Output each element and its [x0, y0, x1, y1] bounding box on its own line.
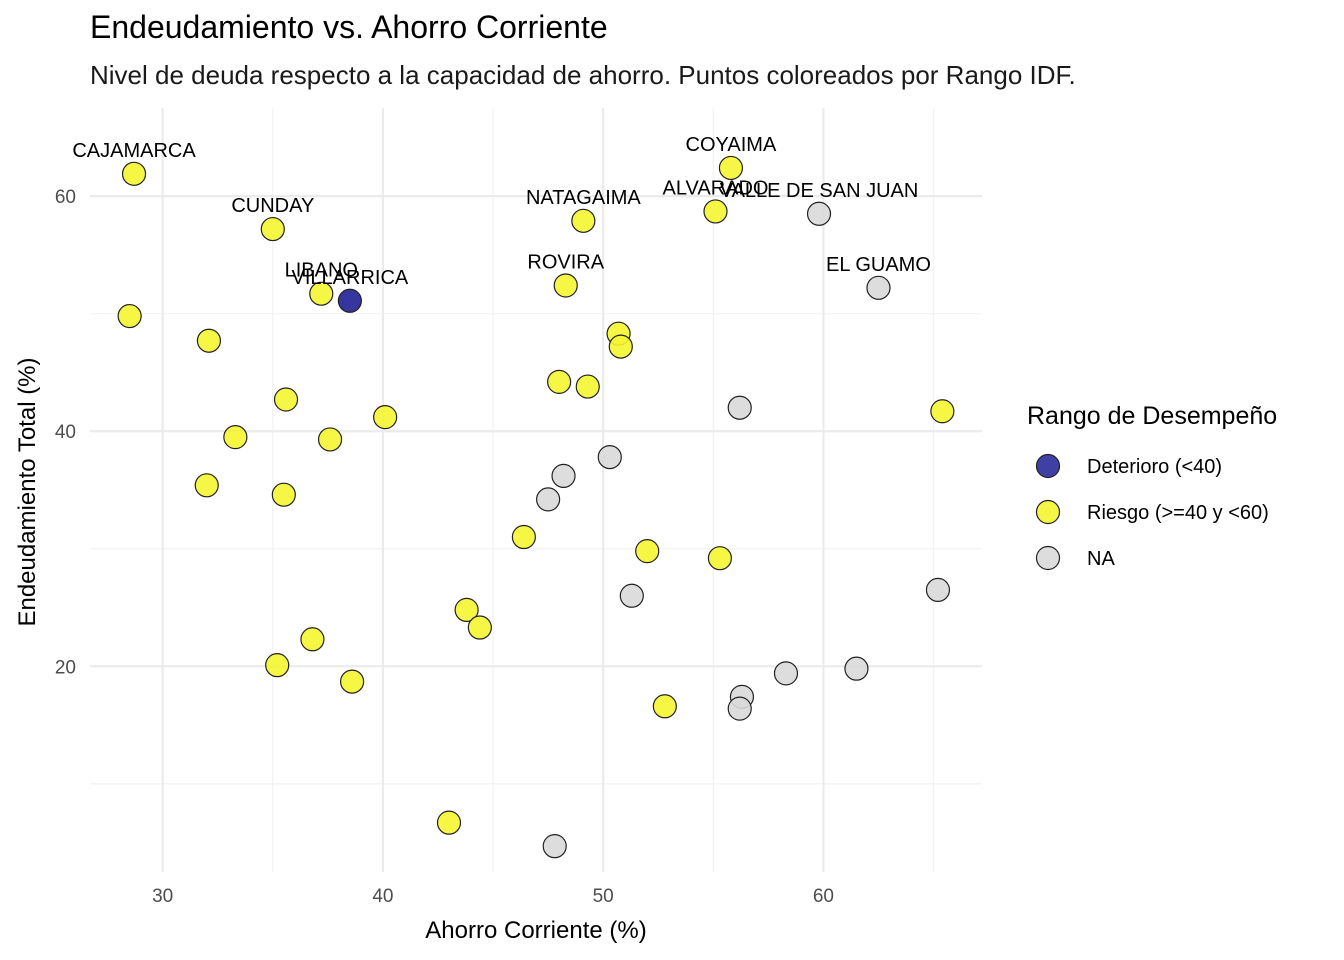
x-tick-label: 50 — [593, 886, 614, 907]
data-point — [223, 425, 248, 450]
data-point — [454, 597, 479, 622]
data-point — [300, 627, 325, 652]
point-label: EL GUAMO — [826, 254, 931, 276]
data-point — [597, 444, 622, 470]
data-point — [844, 656, 869, 681]
y-tick-label: 60 — [55, 187, 76, 208]
data-point — [317, 427, 343, 452]
axis-ticks: 30 40 50 60 20 40 60 — [55, 187, 834, 907]
legend-label: NA — [1087, 548, 1115, 570]
point-label: LIBANO — [285, 260, 358, 282]
data-point — [619, 583, 644, 608]
data-point — [925, 577, 951, 603]
legend: Rango de Desempeño Deterioro (<40) Riesgo… — [1027, 402, 1277, 571]
y-tick-label: 20 — [55, 657, 76, 678]
data-point — [337, 288, 362, 313]
x-tick-label: 60 — [813, 886, 834, 907]
data-point — [542, 834, 567, 859]
data-point — [373, 405, 398, 430]
data-point — [635, 539, 660, 564]
legend-title: Rango de Desempeño — [1027, 402, 1277, 430]
point-label: CAJAMARCA — [72, 140, 196, 162]
y-tick-label: 40 — [55, 422, 76, 443]
x-tick-label: 30 — [152, 886, 173, 907]
data-point — [652, 694, 677, 719]
data-point — [571, 208, 596, 233]
chart-title: Endeudamiento vs. Ahorro Corriente — [90, 9, 608, 45]
point-label: COYAIMA — [686, 134, 777, 156]
grid-lines — [90, 108, 982, 872]
data-point — [511, 524, 536, 550]
y-axis-title: Endeudamiento Total (%) — [14, 357, 41, 626]
data-point — [703, 199, 728, 224]
data-point — [608, 334, 633, 359]
legend-key — [1035, 545, 1061, 571]
data-point — [547, 369, 572, 394]
chart-subtitle: Nivel de deuda respecto a la capacidad d… — [90, 60, 1076, 90]
data-point — [773, 661, 799, 686]
point-label: NATAGAIMA — [526, 187, 641, 209]
data-point — [866, 275, 891, 300]
data-point — [727, 395, 752, 420]
point-label: ROVIRA — [527, 251, 604, 273]
legend-label: Deterioro (<40) — [1087, 456, 1222, 478]
data-point — [339, 669, 365, 694]
data-point — [309, 281, 334, 306]
data-point — [436, 810, 462, 835]
legend-key — [1035, 499, 1061, 525]
legend-key — [1035, 453, 1061, 479]
point-label: ALVARADO — [663, 177, 769, 199]
point-label: VILLARRICA — [292, 267, 409, 289]
data-point — [467, 615, 492, 640]
data-point — [806, 201, 832, 226]
data-point — [196, 328, 222, 353]
data-points — [117, 155, 955, 859]
legend-label: Riesgo (>=40 y <60) — [1087, 502, 1269, 524]
data-point — [271, 482, 296, 507]
data-point — [265, 653, 290, 678]
data-point — [273, 387, 299, 412]
x-axis-title: Ahorro Corriente (%) — [425, 917, 646, 944]
data-point — [930, 399, 955, 424]
point-label: VALLE DE SAN JUAN — [720, 180, 919, 202]
data-point — [551, 463, 576, 488]
data-point — [575, 374, 600, 399]
point-label: CUNDAY — [231, 195, 314, 217]
data-point — [718, 155, 744, 181]
data-point — [727, 696, 752, 721]
x-tick-label: 40 — [372, 886, 393, 907]
data-point — [121, 161, 147, 186]
data-point — [260, 216, 285, 242]
data-point — [117, 303, 142, 329]
data-point — [553, 273, 578, 298]
data-point — [536, 487, 561, 512]
data-point — [707, 546, 733, 571]
data-point — [194, 473, 219, 498]
